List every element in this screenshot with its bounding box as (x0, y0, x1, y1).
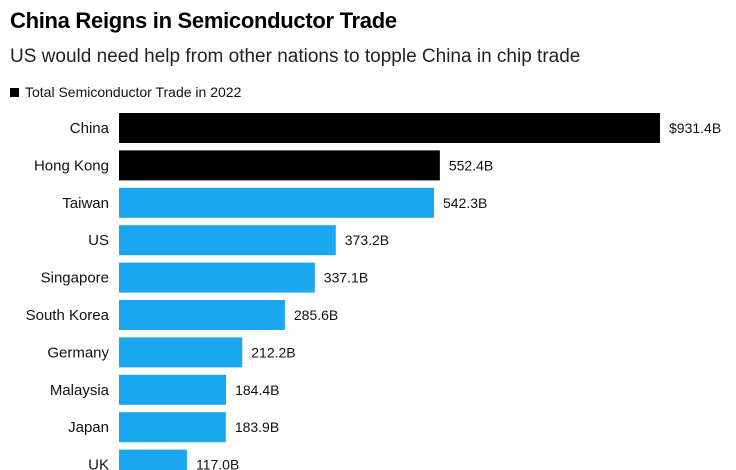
value-label-china: $931.4B (669, 120, 721, 136)
category-label-uk: UK (88, 457, 109, 470)
bar-malaysia (119, 374, 227, 405)
chart-title: China Reigns in Semiconductor Trade (10, 8, 397, 33)
bar-south-korea (119, 300, 285, 330)
category-label-us: US (88, 232, 109, 249)
legend-label: Total Semiconductor Trade in 2022 (25, 84, 242, 100)
value-label-uk: 117.0B (196, 457, 239, 470)
chart-subtitle: US would need help from other nations to… (10, 46, 581, 67)
bar-us (119, 225, 336, 256)
category-label-china: China (70, 120, 110, 137)
bar-germany (119, 337, 243, 368)
value-label-singapore: 337.1B (324, 270, 368, 286)
category-label-south-korea: South Korea (26, 307, 110, 324)
value-label-malaysia: 184.4B (235, 382, 279, 398)
legend-swatch (10, 87, 19, 97)
bar-singapore (119, 262, 315, 293)
category-label-hong-kong: Hong Kong (34, 157, 109, 174)
bar-china (119, 113, 660, 143)
value-label-hong-kong: 552.4B (449, 157, 493, 173)
value-label-taiwan: 542.3B (443, 195, 487, 211)
category-label-malaysia: Malaysia (50, 382, 110, 399)
category-label-japan: Japan (68, 419, 109, 436)
bar-uk (119, 449, 187, 470)
chart-legend: Total Semiconductor Trade in 2022 (10, 83, 241, 101)
bar-hong-kong (119, 150, 440, 181)
category-label-germany: Germany (47, 344, 109, 361)
value-label-south-korea: 285.6B (294, 307, 338, 323)
category-label-taiwan: Taiwan (62, 195, 109, 212)
value-label-japan: 183.9B (235, 419, 279, 435)
value-label-germany: 212.2B (251, 344, 295, 360)
bar-japan (119, 412, 226, 443)
bar-taiwan (119, 187, 434, 218)
category-label-singapore: Singapore (41, 270, 109, 287)
value-label-us: 373.2B (345, 232, 389, 248)
